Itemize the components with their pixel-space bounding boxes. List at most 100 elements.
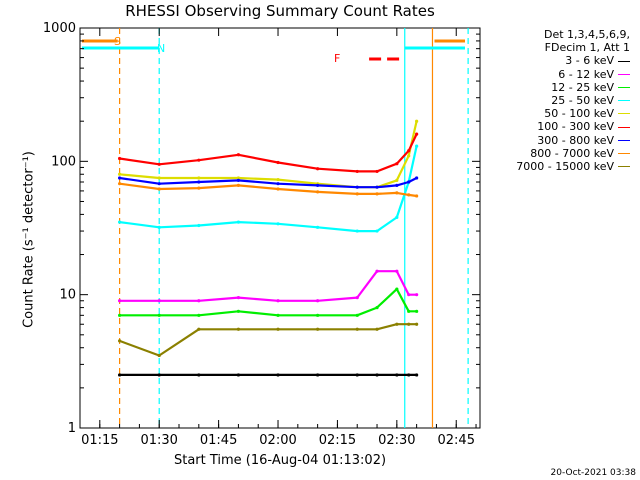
data-point-6-2 [197,180,201,184]
data-point-0-3 [236,373,241,377]
legend-swatch [618,73,630,75]
x-tick-label-0: 01:15 [81,433,118,448]
legend-item: 12 - 25 keV [478,81,638,94]
data-point-8-10 [415,322,419,326]
data-point-6-6 [355,185,359,189]
data-point-4-8 [395,178,399,182]
x-tick-label-5: 02:30 [378,433,415,448]
data-point-0-1 [157,373,161,377]
legend-item-label: 50 - 100 keV [544,107,614,121]
axes-layer: 01:15 01:30 01:45 02:00 02:15 02:30 02:45 1 10 10… [43,21,480,448]
data-point-7-1 [157,187,161,191]
data-point-2-9 [407,309,411,313]
data-point-2-10 [415,309,419,313]
legend: Det 1,3,4,5,6,9, FDecim 1, Att 1 3 - 6 k… [478,28,638,173]
data-point-1-3 [236,296,241,300]
legend-item: 25 - 50 keV [478,94,638,107]
plot-frame [79,27,481,429]
data-point-8-9 [407,322,411,326]
data-point-6-3 [236,178,241,182]
data-point-2-6 [355,313,359,317]
data-point-5-6 [355,169,359,174]
legend-item: 800 - 7000 keV [478,147,638,160]
markers-layer [82,28,469,428]
chart-title: RHESSI Observing Summary Count Rates [125,2,435,20]
x-tick-label-2: 01:45 [200,433,237,448]
legend-item-label: 3 - 6 keV [565,54,614,68]
data-point-6-0 [118,176,122,180]
y-tick-label-2: 100 [51,154,76,169]
data-point-1-10 [415,293,419,297]
data-point-4-9 [407,154,411,158]
y-tick-label-1: 10 [59,288,76,303]
data-point-7-8 [395,191,399,195]
data-point-1-0 [118,299,122,303]
data-point-2-8 [395,287,399,291]
legend-item: 7000 - 15000 keV [478,160,638,173]
legend-swatch [618,60,630,62]
data-point-8-5 [316,327,320,331]
data-point-7-9 [407,193,411,197]
legend-item-label: 6 - 12 keV [558,67,614,81]
data-point-6-8 [395,183,399,187]
data-point-0-6 [355,373,359,377]
flag-s: S [114,35,121,48]
data-point-5-0 [118,156,122,161]
data-point-5-2 [197,158,201,162]
data-point-2-2 [197,313,201,317]
data-point-4-10 [415,119,419,123]
series-line-2 [119,288,417,317]
x-tick-label-4: 02:15 [319,433,356,448]
data-point-5-1 [157,162,161,166]
series-line-8 [119,323,417,357]
data-point-3-2 [197,223,201,228]
x-tick-label-6: 02:45 [438,433,475,448]
legend-swatch [618,152,630,154]
data-point-1-1 [157,299,161,303]
data-point-6-9 [407,180,411,184]
data-point-0-9 [407,373,411,377]
data-point-0-0 [118,373,122,377]
data-point-7-3 [236,183,241,187]
data-point-1-5 [316,299,320,303]
data-point-5-4 [276,160,280,165]
data-point-3-3 [236,220,241,224]
data-point-1-7 [375,269,379,273]
flag-n: N [157,42,165,55]
data-point-1-4 [276,299,280,303]
data-point-2-5 [316,313,320,317]
series-layer [118,119,419,377]
data-point-6-10 [415,176,419,180]
data-point-7-5 [316,190,320,194]
timestamp-footer: 20-Oct-2021 03:38 [550,468,636,478]
data-point-5-10 [415,132,419,136]
x-tick-label-3: 02:00 [259,433,296,448]
data-point-3-1 [157,225,161,229]
data-point-2-3 [236,309,241,313]
data-point-3-8 [395,215,399,219]
x-axis-label: Start Time (16-Aug-04 01:13:02) [173,453,387,468]
data-point-4-4 [276,177,280,182]
data-point-8-1 [157,353,161,358]
legend-item-label: 25 - 50 keV [551,94,614,108]
legend-item-label: 100 - 300 keV [537,120,614,134]
data-point-7-7 [375,192,379,196]
series-line-1 [119,270,417,302]
data-point-1-9 [407,293,411,297]
data-point-7-2 [197,186,201,190]
y-tick-label-3: 1000 [43,21,76,36]
series-line-5 [119,133,418,173]
data-point-6-7 [375,185,379,189]
legend-items: 3 - 6 keV 6 - 12 keV 12 - 25 keV 25 - 50 ke… [478,54,638,173]
data-point-7-6 [355,192,359,196]
legend-item-label: 12 - 25 keV [551,80,614,94]
data-point-8-3 [236,327,241,331]
data-point-5-7 [375,169,379,174]
data-point-4-0 [118,172,122,176]
data-point-0-5 [316,373,320,377]
data-point-5-9 [407,149,411,153]
legend-swatch [618,86,630,88]
data-point-5-5 [316,167,320,171]
data-point-7-10 [415,194,419,198]
